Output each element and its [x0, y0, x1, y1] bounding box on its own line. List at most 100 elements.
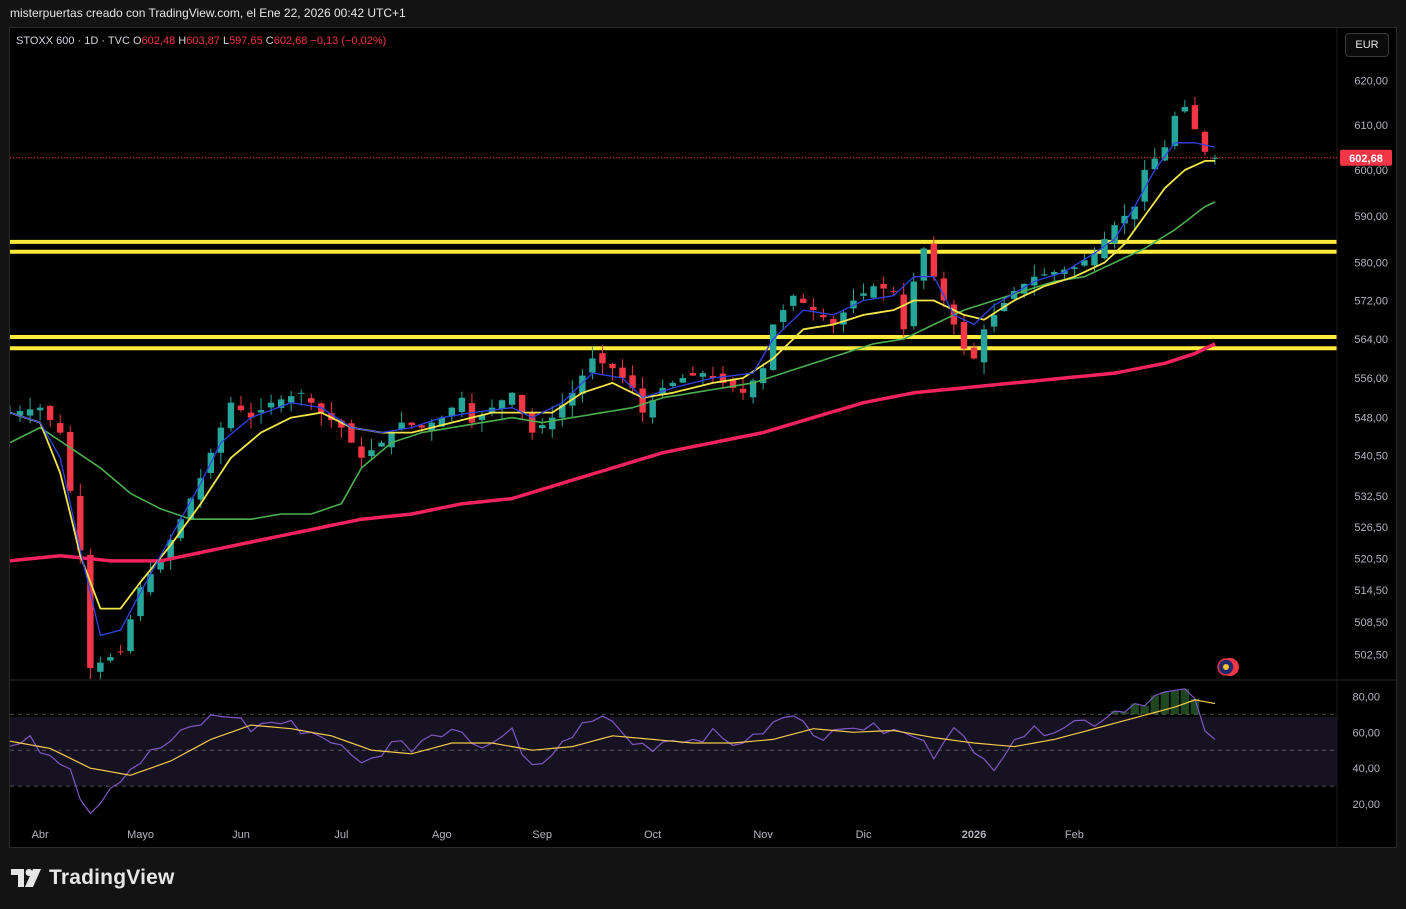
candle-body[interactable]	[348, 423, 355, 443]
candle-body[interactable]	[438, 417, 446, 427]
candle-body[interactable]	[850, 300, 857, 309]
candle-body[interactable]	[599, 353, 606, 364]
candle-body[interactable]	[237, 405, 245, 411]
candle-body[interactable]	[649, 400, 656, 418]
candle-body[interactable]	[418, 425, 425, 428]
candle-body[interactable]	[518, 394, 526, 413]
candle-body[interactable]	[800, 298, 807, 303]
candle-body[interactable]	[297, 392, 305, 394]
candle-body[interactable]	[147, 574, 154, 593]
candle-body[interactable]	[1101, 239, 1108, 259]
rsi-ma-line[interactable]	[10, 699, 1216, 776]
candle-body[interactable]	[1091, 253, 1098, 266]
candle-body[interactable]	[1161, 147, 1169, 161]
candle-body[interactable]	[1151, 158, 1158, 170]
candle-body[interactable]	[619, 367, 626, 379]
tradingview-logo[interactable]: TradingView	[11, 866, 175, 890]
candle-body[interactable]	[729, 379, 737, 388]
candle-body[interactable]	[1201, 131, 1209, 152]
candle-body[interactable]	[830, 318, 837, 325]
candle-body[interactable]	[699, 373, 707, 377]
candle-body[interactable]	[689, 373, 697, 376]
candle-body[interactable]	[227, 402, 235, 429]
candle-body[interactable]	[759, 368, 767, 384]
candle-body[interactable]	[177, 519, 184, 539]
candle-body[interactable]	[639, 388, 646, 413]
candle-body[interactable]	[478, 415, 486, 420]
candle-body[interactable]	[1131, 206, 1138, 220]
candle-body[interactable]	[1141, 169, 1148, 202]
candle-body[interactable]	[16, 410, 24, 416]
candle-body[interactable]	[970, 347, 978, 359]
candle-body[interactable]	[187, 498, 194, 520]
candle-body[interactable]	[669, 382, 676, 386]
candle-body[interactable]	[920, 248, 928, 281]
ema-fast-line[interactable]	[10, 142, 1216, 637]
candle-body[interactable]	[107, 657, 114, 661]
candle-body[interactable]	[559, 405, 566, 418]
candle-body[interactable]	[167, 539, 174, 560]
candle-body[interactable]	[26, 409, 34, 416]
candle-body[interactable]	[87, 554, 94, 669]
candle-body[interactable]	[308, 398, 315, 403]
candle-body[interactable]	[769, 324, 777, 371]
candle-body[interactable]	[1041, 274, 1048, 276]
candle-body[interactable]	[860, 293, 867, 296]
candle-body[interactable]	[67, 431, 74, 491]
candle-body[interactable]	[549, 417, 556, 430]
candle-body[interactable]	[56, 423, 64, 433]
candle-body[interactable]	[589, 358, 596, 373]
candle-body[interactable]	[338, 420, 345, 428]
candle-body[interactable]	[900, 294, 907, 330]
candle-body[interactable]	[117, 651, 124, 653]
candle-body[interactable]	[990, 314, 998, 327]
candle-body[interactable]	[217, 427, 225, 453]
candle-body[interactable]	[157, 560, 164, 570]
ema-mid-line[interactable]	[10, 160, 1215, 610]
candle-body[interactable]	[77, 495, 84, 551]
candle-body[interactable]	[890, 290, 897, 292]
currency-button[interactable]: EUR	[1345, 33, 1389, 57]
candle-body[interactable]	[97, 662, 104, 672]
candle-body[interactable]	[1020, 283, 1028, 294]
candle-body[interactable]	[538, 425, 546, 429]
candle-body[interactable]	[910, 281, 917, 327]
candle-body[interactable]	[277, 399, 285, 408]
candle-body[interactable]	[388, 432, 395, 448]
candle-body[interactable]	[940, 278, 948, 301]
candle-body[interactable]	[870, 286, 877, 298]
sma-green-line[interactable]	[10, 201, 1216, 520]
candle-body[interactable]	[930, 243, 938, 277]
events-badge[interactable]	[1217, 658, 1239, 676]
candle-body[interactable]	[428, 422, 435, 431]
candle-body[interactable]	[458, 397, 466, 412]
candle-body[interactable]	[960, 321, 968, 349]
candle-body[interactable]	[247, 412, 255, 418]
candle-body[interactable]	[719, 373, 727, 383]
candle-body[interactable]	[498, 400, 506, 410]
candle-body[interactable]	[1111, 225, 1118, 244]
candle-body[interactable]	[46, 405, 54, 421]
candle-body[interactable]	[1051, 272, 1058, 275]
candle-body[interactable]	[1191, 105, 1199, 130]
sma-long-line[interactable]	[10, 342, 1216, 563]
candle-body[interactable]	[1181, 106, 1189, 112]
candle-body[interactable]	[137, 587, 144, 617]
candle-body[interactable]	[197, 478, 205, 500]
candle-body[interactable]	[880, 283, 887, 289]
candle-body[interactable]	[378, 442, 385, 447]
candle-body[interactable]	[679, 378, 687, 383]
candle-body[interactable]	[709, 375, 717, 379]
candle-body[interactable]	[739, 388, 747, 393]
candle-body[interactable]	[408, 422, 415, 426]
symbol-name[interactable]: STOXX 600 · 1D · TVC	[16, 35, 130, 47]
candle-body[interactable]	[358, 446, 365, 458]
candle-body[interactable]	[579, 375, 586, 394]
candle-body[interactable]	[980, 329, 988, 363]
candle-body[interactable]	[368, 450, 375, 457]
candle-body[interactable]	[448, 407, 456, 417]
candle-body[interactable]	[127, 619, 134, 652]
candle-body[interactable]	[820, 315, 827, 318]
candle-body[interactable]	[810, 306, 817, 311]
